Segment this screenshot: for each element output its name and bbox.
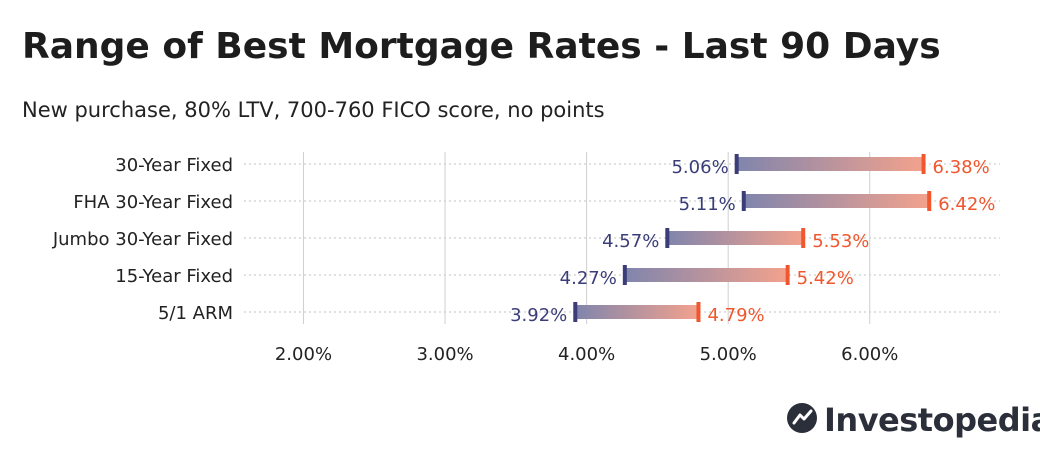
high-marker	[785, 265, 790, 285]
x-tick-label: 6.00%	[841, 344, 898, 365]
low-marker	[734, 154, 739, 174]
low-value-label: 5.06%	[671, 157, 728, 178]
low-marker	[741, 191, 746, 211]
high-marker	[921, 154, 926, 174]
x-tick-label: 4.00%	[558, 344, 615, 365]
range-bar	[624, 268, 788, 282]
low-marker	[622, 265, 627, 285]
brand-name: Investopedia	[824, 401, 1040, 439]
range-bar	[743, 194, 930, 208]
high-marker	[696, 302, 701, 322]
category-label: Jumbo 30-Year Fixed	[52, 229, 233, 250]
x-tick-label: 3.00%	[416, 344, 473, 365]
high-value-label: 5.53%	[812, 231, 869, 252]
high-value-label: 4.79%	[707, 305, 764, 326]
x-tick-label: 5.00%	[700, 344, 757, 365]
range-bar	[575, 305, 699, 319]
low-value-label: 3.92%	[510, 305, 567, 326]
range-bar	[736, 157, 924, 171]
low-value-label: 5.11%	[679, 194, 736, 215]
range-bar	[667, 231, 804, 245]
low-marker	[573, 302, 578, 322]
category-label: 5/1 ARM	[158, 303, 233, 324]
category-label: 15-Year Fixed	[115, 266, 233, 287]
x-tick-label: 2.00%	[275, 344, 332, 365]
high-marker	[927, 191, 932, 211]
high-value-label: 6.38%	[933, 157, 990, 178]
low-value-label: 4.57%	[602, 231, 659, 252]
high-marker	[801, 228, 806, 248]
low-value-label: 4.27%	[560, 268, 617, 289]
chart-title: Range of Best Mortgage Rates - Last 90 D…	[22, 26, 941, 67]
brand-logo: Investopedia	[786, 401, 1040, 439]
category-label: 30-Year Fixed	[115, 155, 233, 176]
low-marker	[665, 228, 670, 248]
chart-subtitle: New purchase, 80% LTV, 700-760 FICO scor…	[22, 98, 605, 122]
high-value-label: 5.42%	[797, 268, 854, 289]
category-label: FHA 30-Year Fixed	[73, 192, 233, 213]
high-value-label: 6.42%	[938, 194, 995, 215]
investopedia-logo-icon	[786, 402, 818, 438]
